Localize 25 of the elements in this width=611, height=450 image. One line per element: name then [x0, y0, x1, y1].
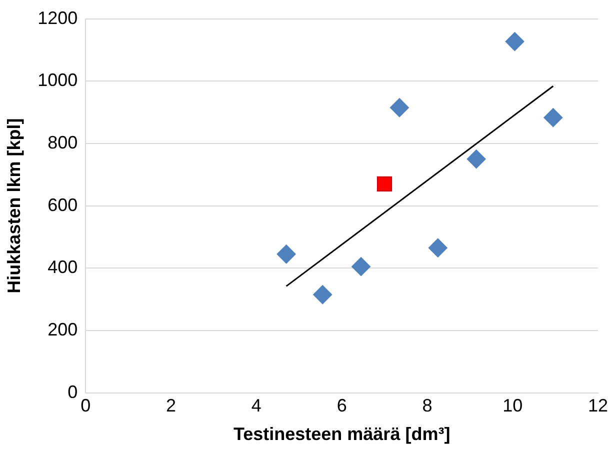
- point: [352, 257, 371, 276]
- y-tick-label: 1200: [38, 8, 78, 28]
- x-axis-title: Testinesteen määrä [dm³]: [233, 424, 450, 444]
- x-tick-label: 6: [336, 396, 347, 416]
- y-tick-label: 0: [68, 382, 78, 402]
- point: [390, 98, 409, 118]
- x-tick-label: 10: [502, 396, 523, 416]
- y-tick-label: 600: [48, 194, 78, 215]
- point: [544, 108, 563, 128]
- x-tick-label: 8: [422, 396, 432, 416]
- point: [428, 238, 448, 258]
- x-tick-label: 4: [251, 396, 262, 416]
- y-axis-title: Hiukkasten lkm [kpl]: [4, 118, 24, 294]
- y-tick-label: 800: [48, 132, 78, 152]
- x-tick-label: 12: [588, 396, 608, 416]
- y-tick-label: 400: [48, 257, 78, 278]
- point: [466, 150, 486, 169]
- point: [376, 176, 392, 192]
- y-tick-label: 1000: [38, 70, 78, 90]
- point: [313, 285, 332, 304]
- point: [276, 244, 296, 264]
- y-tick-label: 200: [48, 319, 78, 340]
- x-tick-label: 0: [80, 396, 91, 416]
- point: [505, 32, 524, 52]
- x-tick-label: 2: [166, 396, 176, 416]
